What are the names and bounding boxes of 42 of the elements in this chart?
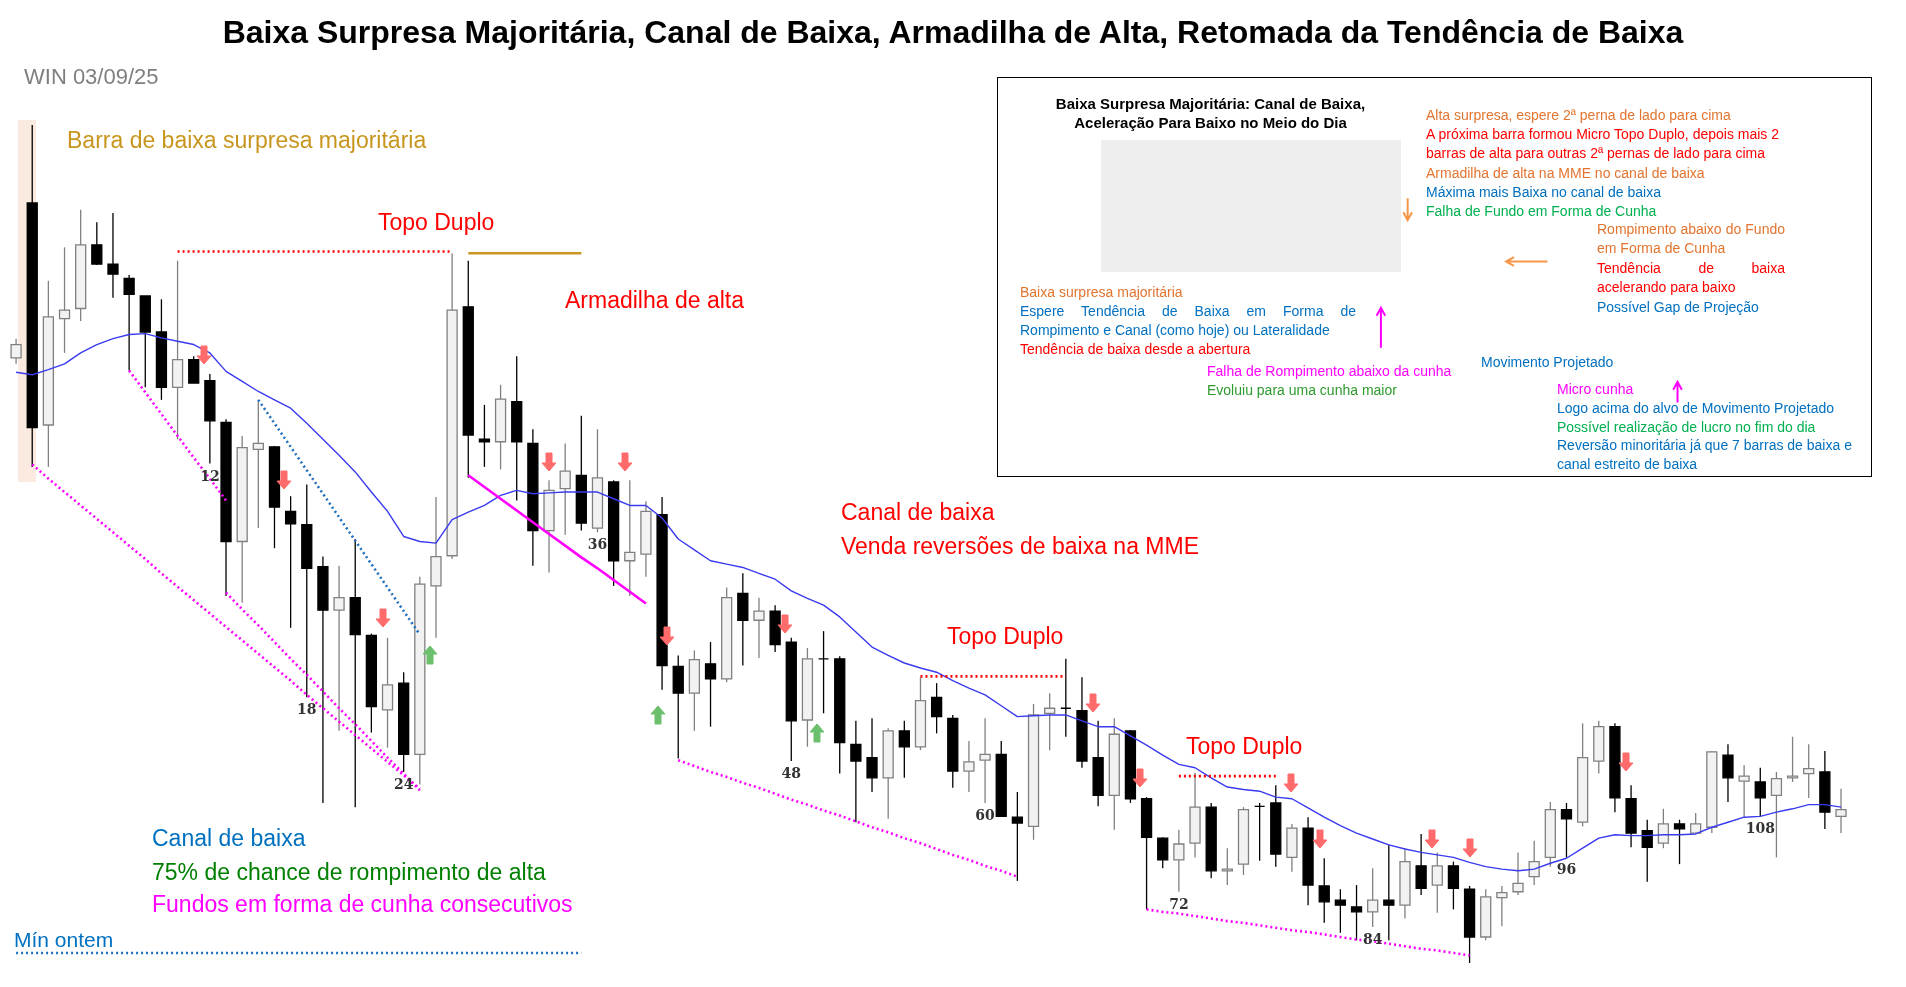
x-tick-label: 18 xyxy=(297,701,317,718)
annotation: Reversão minoritária já que 7 barras de baixa e canal estreito de baixa xyxy=(1557,436,1853,475)
annotation: 75% de chance de rompimento de alta xyxy=(152,858,546,886)
annotation: Topo Duplo xyxy=(947,622,1064,650)
annotation: Canal de baixa xyxy=(841,498,995,526)
x-tick-label: 108 xyxy=(1745,820,1775,837)
annotation: Venda reversões de baixa na MME xyxy=(841,532,1199,560)
annotation: Baixa surpresa majoritária xyxy=(1020,283,1184,302)
annotation: Armadilha de alta na MME no canal de baixa xyxy=(1426,164,1706,183)
annotation: Espere Tendência de Baixa em Forma de Rompimento e Canal (como hoje) ou Lateralidade xyxy=(1020,302,1356,341)
x-tick-label: 96 xyxy=(1556,861,1577,878)
annotation: Evoluiu para uma cunha maior xyxy=(1207,381,1398,400)
annotation: Micro cunha xyxy=(1557,380,1635,399)
annotation: Logo acima do alvo de Movimento Projetado xyxy=(1557,399,1836,418)
annotation: Tendência de baixa acelerando para baixo xyxy=(1597,259,1785,298)
annotation: Topo Duplo xyxy=(378,208,495,236)
chart-subtitle: WIN 03/09/25 xyxy=(24,64,159,90)
annotation: Barra de baixa surpresa majoritária xyxy=(67,126,427,154)
x-tick-label: 24 xyxy=(393,775,414,792)
x-tick-label: 84 xyxy=(1362,930,1383,947)
annotation: Rompimento abaixo do Fundo em Forma de Cunha xyxy=(1597,220,1785,259)
x-tick-label: 36 xyxy=(587,536,608,553)
annotation: Movimento Projetado xyxy=(1481,353,1615,372)
annotation: Tendência de baixa desde a abertura xyxy=(1020,340,1252,359)
x-tick-label: 72 xyxy=(1169,895,1189,912)
annotation: Armadilha de alta xyxy=(565,286,744,314)
annotation: Canal de baixa xyxy=(152,824,306,852)
chart-title: Baixa Surpresa Majoritária, Canal de Baixa, Armadilha de Alta, Retomada da Tendência de Baixa xyxy=(221,14,1685,51)
annotation: Topo Duplo xyxy=(1186,732,1303,760)
annotation: Mín ontem xyxy=(14,927,114,953)
annotation: Possível Gap de Projeção xyxy=(1597,298,1760,317)
x-tick-label: 60 xyxy=(975,806,996,823)
annotation: Falha de Rompimento abaixo da cunha xyxy=(1207,363,1452,379)
text: Baixa Surpresa Majoritária: Canal de Baixa, Aceleração Para Baixo no Meio do Dia xyxy=(1054,94,1367,132)
text: Alta surpresa, espere 2ª perna de lado para cima xyxy=(1426,106,1732,125)
x-tick-label: 48 xyxy=(781,765,802,782)
annotation: Fundos em forma de cunha consecutivos xyxy=(152,890,573,918)
annotation: A próxima barra formou Micro Topo Duplo, depois mais 2 barras de alta para outras 2ª pernas de lado para cima xyxy=(1426,125,1780,164)
x-tick-label: 12 xyxy=(200,467,220,484)
annotation: Possível realização de lucro no fim do dia xyxy=(1557,418,1817,437)
annotation: Falha de Fundo em Forma de Cunha xyxy=(1426,202,1658,221)
annotation: Máxima mais Baixa no canal de baixa xyxy=(1426,183,1662,202)
